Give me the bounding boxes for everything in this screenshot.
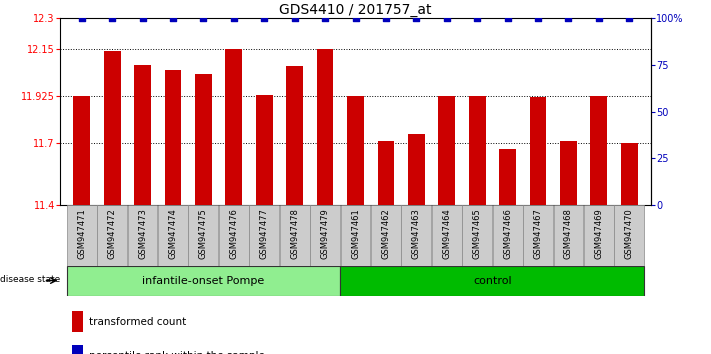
Bar [97,205,127,266]
Bar [165,70,181,205]
Bar [316,49,333,205]
Bar [73,96,90,205]
Text: GSM947472: GSM947472 [107,208,117,259]
Text: disease state: disease state [0,275,60,284]
Point [502,15,513,21]
Text: GSM947477: GSM947477 [260,208,269,259]
Bar [279,205,309,266]
Bar [73,345,83,354]
Point [411,15,422,21]
Text: control: control [473,275,512,286]
Point [289,15,300,21]
Bar [462,205,492,266]
Bar [621,143,638,205]
Text: infantile-onset Pompe: infantile-onset Pompe [142,275,264,286]
Bar [584,205,614,266]
Bar [408,135,424,205]
Bar [371,205,401,266]
Point [533,15,544,21]
Bar [104,51,120,205]
Point [624,15,635,21]
Bar [219,205,249,266]
Point [562,15,574,21]
Title: GDS4410 / 201757_at: GDS4410 / 201757_at [279,3,432,17]
Bar [493,205,523,266]
Text: GSM947471: GSM947471 [77,208,86,259]
Text: GSM947468: GSM947468 [564,208,573,259]
Bar [134,64,151,205]
Point [471,15,483,21]
Text: percentile rank within the sample: percentile rank within the sample [89,351,264,354]
Bar [432,205,461,266]
Bar [225,49,242,205]
Text: GSM947474: GSM947474 [169,208,178,259]
Text: transformed count: transformed count [89,317,186,327]
Bar [67,266,341,296]
Point [593,15,604,21]
Bar [554,205,583,266]
Bar [347,96,364,205]
Point [228,15,240,21]
Point [198,15,209,21]
Text: GSM947464: GSM947464 [442,208,451,259]
Point [350,15,361,21]
Point [76,15,87,21]
Point [380,15,392,21]
Text: GSM947462: GSM947462 [381,208,390,259]
Text: GSM947467: GSM947467 [533,208,542,259]
Bar [158,205,188,266]
Bar [250,205,279,266]
Text: GSM947465: GSM947465 [473,208,481,259]
Bar [560,141,577,205]
Text: GSM947470: GSM947470 [625,208,634,259]
Bar [499,149,516,205]
Bar [378,141,395,205]
Point [319,15,331,21]
Bar [256,95,272,205]
Bar [195,74,212,205]
Text: GSM947461: GSM947461 [351,208,360,259]
Bar [439,96,455,205]
Bar [188,205,218,266]
Bar [341,266,644,296]
Bar [287,65,303,205]
Bar [469,96,486,205]
Text: GSM947479: GSM947479 [321,208,330,259]
Text: GSM947469: GSM947469 [594,208,604,259]
Bar [402,205,432,266]
Bar [341,205,370,266]
Text: GSM947475: GSM947475 [199,208,208,259]
Text: GSM947476: GSM947476 [230,208,238,259]
Bar [530,97,546,205]
Point [137,15,149,21]
Bar [73,311,83,332]
Text: GSM947473: GSM947473 [138,208,147,259]
Text: GSM947478: GSM947478 [290,208,299,259]
Bar [310,205,340,266]
Point [259,15,270,21]
Bar [128,205,157,266]
Text: GSM947466: GSM947466 [503,208,512,259]
Point [167,15,178,21]
Bar [67,205,97,266]
Bar [523,205,553,266]
Point [107,15,118,21]
Bar [591,96,607,205]
Point [441,15,452,21]
Text: GSM947463: GSM947463 [412,208,421,259]
Bar [614,205,644,266]
